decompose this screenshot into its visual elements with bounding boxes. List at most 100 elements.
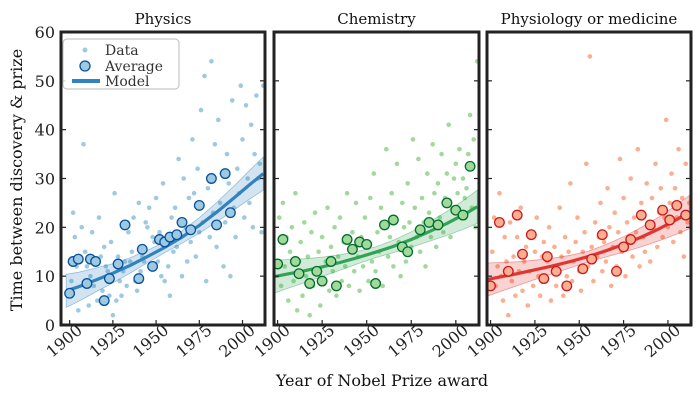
medicine-data-point [647,259,653,264]
chemistry-average-marker [293,268,305,280]
physics-data-point [117,278,123,284]
chemistry-average-marker [277,234,289,245]
physics-data-point [100,288,105,294]
chemistry-average-marker [441,197,453,209]
chemistry-data-point [401,225,407,230]
medicine-data-point [578,288,584,294]
physics-y-tick-label: 20 [35,218,55,237]
physics-data-point [190,137,195,142]
chemistry-data-point [350,229,355,235]
physics-data-point [101,244,107,250]
medicine-data-point [608,283,614,289]
chemistry-data-point [300,293,305,299]
physics-data-point [105,269,110,274]
physics-average-marker [133,273,145,285]
chemistry-data-point [319,234,325,240]
physics-average-marker [211,219,223,231]
medicine-average-marker [625,234,637,245]
physics-data-point [119,293,124,299]
chemistry-data-point [416,156,421,162]
physics-data-point [165,264,171,269]
chemistry-data-point [375,229,380,235]
chemistry-average-marker [423,216,435,228]
medicine-data-point [553,283,559,289]
medicine-data-point [621,195,626,201]
physics-data-point [160,181,166,186]
chemistry-average-marker [341,234,353,245]
physics-data-point [155,259,161,264]
chemistry-data-point [464,186,469,191]
chemistry-data-point [291,278,296,284]
chemistry-data-point [286,298,291,303]
physics-y-tick-label: 30 [35,170,55,189]
physics-data-point [229,98,235,103]
medicine-average-marker [517,248,528,260]
medicine-average-marker [596,229,608,241]
medicine-data-point [561,293,566,299]
medicine-data-point [633,229,639,235]
medicine-data-point [506,312,511,318]
medicine-data-point [653,161,658,167]
chemistry-data-point [307,312,313,318]
chemistry-data-point [441,229,446,235]
medicine-average-marker [511,209,523,221]
medicine-data-point [569,278,575,284]
medicine-average-marker [657,204,669,216]
medicine-average-marker [644,219,656,231]
chemistry-data-point [455,190,460,196]
chemistry-data-point [289,225,295,230]
physics-data-point [197,229,202,235]
medicine-data-point [617,156,623,162]
physics-data-point [172,205,178,211]
physics-data-point [217,200,223,206]
physics-data-point [110,312,116,318]
physics-data-point [195,166,200,171]
medicine-data-point [639,200,644,206]
physics-data-point [257,161,263,167]
medicine-data-point [511,254,516,259]
medicine-data-point [630,254,635,259]
physics-data-point [254,93,259,98]
medicine-average-marker [586,253,598,265]
chemistry-average-marker [464,160,476,172]
physics-data-point [157,229,162,235]
medicine-data-point [601,239,607,245]
physics-data-point [171,249,176,255]
medicine-data-point [541,239,547,245]
physics-x-tick-label: 1950 [129,320,172,361]
chemistry-data-point [337,215,343,220]
chemistry-data-point [351,269,357,274]
chemistry-data-point [309,229,314,235]
chemistry-data-point [277,215,282,220]
chemistry-data-point [332,225,337,230]
medicine-title: Physiology or medicine [501,10,678,28]
chemistry-data-point [325,205,330,211]
chemistry-data-point [435,181,441,186]
physics-data-point [212,142,218,147]
chemistry-data-point [371,171,377,176]
physics-data-point [169,215,174,220]
medicine-data-point [552,244,557,250]
medicine-data-point [671,239,676,245]
medicine-data-point [568,181,573,186]
chemistry-data-point [369,259,375,264]
physics-average-marker [98,295,110,307]
medicine-average-marker [541,251,553,263]
physics-data-point [112,190,117,196]
medicine-data-point [497,190,502,196]
chemistry-data-point [430,142,436,147]
medicine-plot-area [487,54,691,318]
chemistry-data-point [378,205,384,211]
medicine-data-point [584,161,589,167]
medicine-data-point [663,117,669,123]
physics-data-point [70,210,76,215]
physics-data-point [153,195,159,201]
physics-average-marker [176,216,188,228]
chemistry-data-point [460,176,466,181]
chemistry-average-marker [304,278,316,289]
physics-y-tick-label: 10 [35,267,55,286]
medicine-data-point [562,234,568,240]
chemistry-data-point [391,264,396,269]
medicine-data-point [580,249,586,255]
